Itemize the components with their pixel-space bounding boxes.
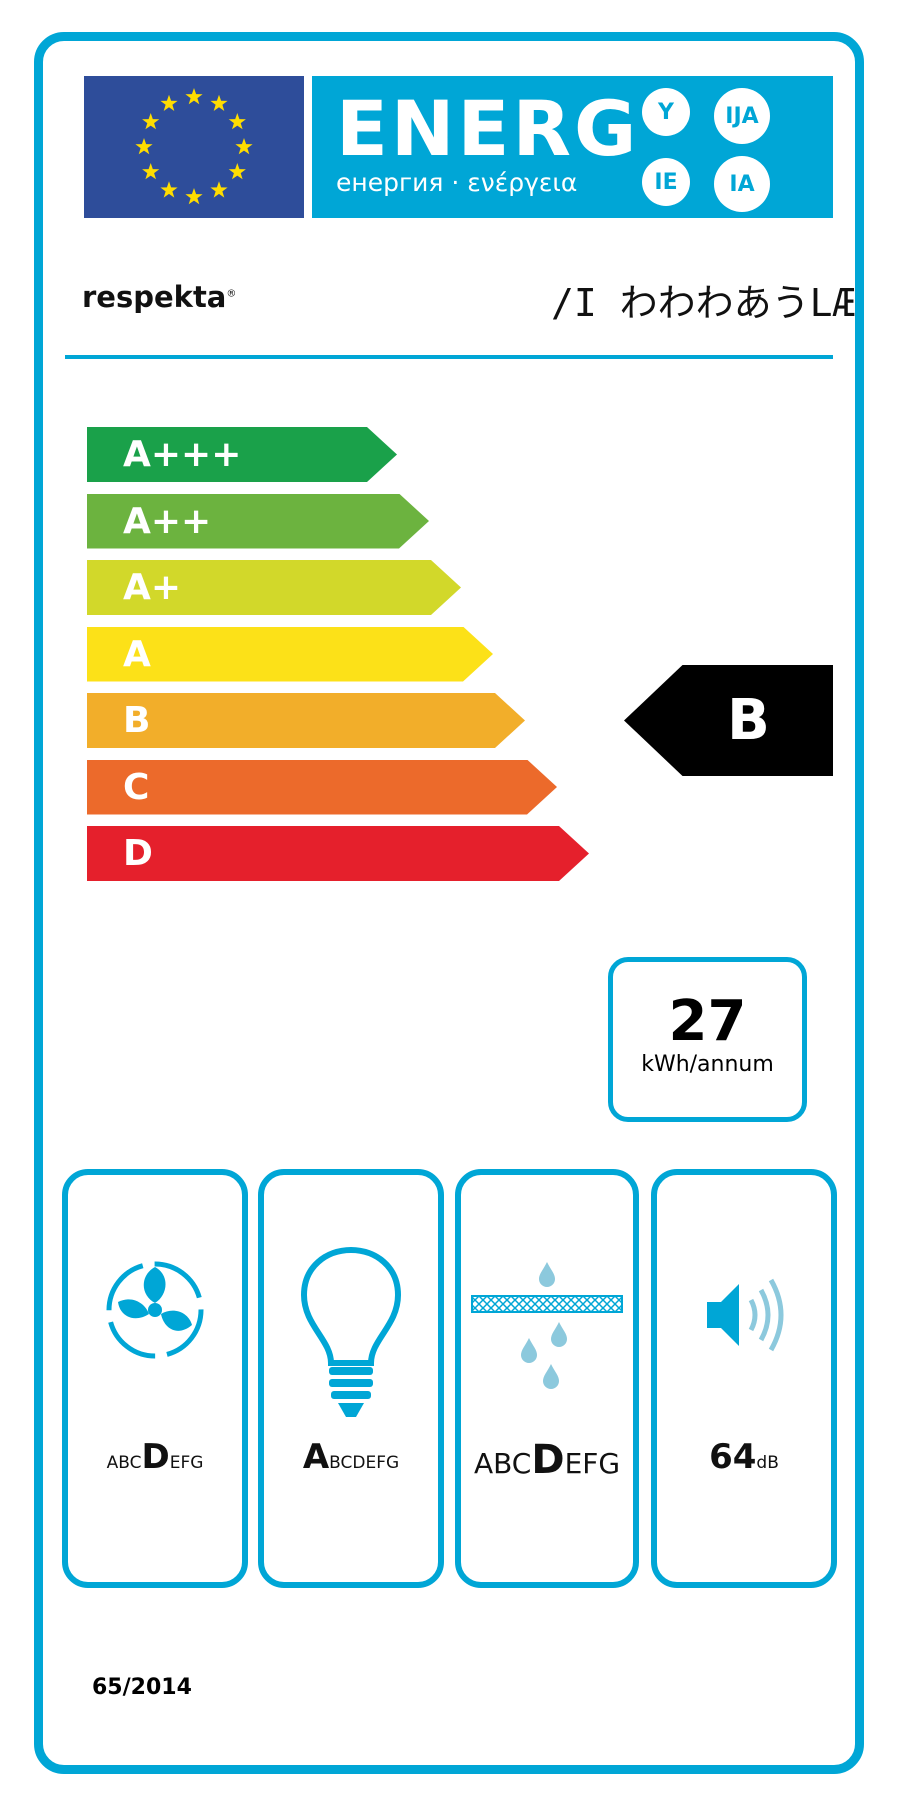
class-scale-text: ABC bbox=[106, 1453, 142, 1473]
fan-icon bbox=[106, 1261, 204, 1359]
class-scale-text: EFG bbox=[169, 1453, 204, 1473]
eu-star-icon bbox=[210, 94, 228, 111]
energy-class-bar: B bbox=[87, 693, 525, 748]
energy-class-bar: A+ bbox=[87, 560, 461, 615]
grease-filter-icon bbox=[471, 1262, 623, 1389]
energy-class-bar: C bbox=[87, 759, 557, 815]
eu-flag-icon bbox=[84, 76, 304, 218]
energy-consumption-box: 27 kWh/annum bbox=[608, 957, 807, 1122]
language-badge: IE bbox=[642, 158, 690, 206]
regulation-number: 65/2014 bbox=[92, 1675, 192, 1700]
class-scale-text: EFG bbox=[564, 1447, 621, 1480]
energy-class-bar: A bbox=[87, 626, 493, 682]
eu-star-icon bbox=[185, 88, 203, 105]
light-class: A bbox=[302, 1437, 330, 1477]
lighting-efficiency-panel: ABCDEFG bbox=[258, 1169, 444, 1588]
language-badge: IJA bbox=[714, 88, 770, 144]
language-badge: Y bbox=[642, 88, 690, 136]
grease-filter-panel: ABCDEFG bbox=[455, 1169, 639, 1588]
eu-star-icon bbox=[160, 181, 178, 198]
eu-star-icon bbox=[160, 94, 178, 111]
eu-star-icon bbox=[228, 113, 246, 130]
energy-class-bar: A+++ bbox=[87, 427, 397, 482]
noise-panel: 64dB bbox=[651, 1169, 837, 1588]
brand-name: respekta® bbox=[82, 280, 236, 314]
consumption-unit: kWh/annum bbox=[641, 1052, 774, 1077]
registered-mark: ® bbox=[226, 288, 237, 300]
eu-star-icon bbox=[142, 163, 160, 180]
brand-text: respekta bbox=[82, 280, 227, 314]
noise-value: 64 bbox=[709, 1437, 757, 1477]
fan-efficiency-panel: ABCDEFG bbox=[62, 1169, 248, 1588]
eu-star-icon bbox=[210, 181, 228, 198]
speaker-icon bbox=[707, 1278, 784, 1352]
divider bbox=[65, 355, 833, 359]
energy-banner: ENERG енергия · ενέργεια Y IJA IE IA bbox=[312, 76, 833, 218]
class-scale-text: ABC bbox=[473, 1447, 532, 1480]
fan-class: D bbox=[141, 1437, 170, 1477]
energy-subtitle: енергия · ενέργεια bbox=[336, 168, 578, 197]
eu-star-icon bbox=[235, 138, 253, 155]
eu-star-icon bbox=[135, 138, 153, 155]
consumption-value: 27 bbox=[668, 989, 747, 1054]
eu-star-icon bbox=[185, 188, 203, 205]
class-scale-text: BCDEFG bbox=[329, 1453, 400, 1473]
eu-star-icon bbox=[228, 163, 246, 180]
noise-unit: dB bbox=[756, 1453, 779, 1473]
language-badge: IA bbox=[714, 156, 770, 212]
energy-class-bar: A++ bbox=[87, 493, 429, 549]
energy-class-bar: D bbox=[87, 826, 589, 881]
model-identifier: /I わわわあうLÆ bbox=[551, 281, 856, 325]
light-bulb-icon bbox=[300, 1246, 402, 1417]
filter-class: D bbox=[531, 1437, 565, 1483]
label-frame bbox=[34, 32, 864, 1774]
eu-star-icon bbox=[142, 113, 160, 130]
energy-title: ENERG bbox=[336, 84, 640, 173]
